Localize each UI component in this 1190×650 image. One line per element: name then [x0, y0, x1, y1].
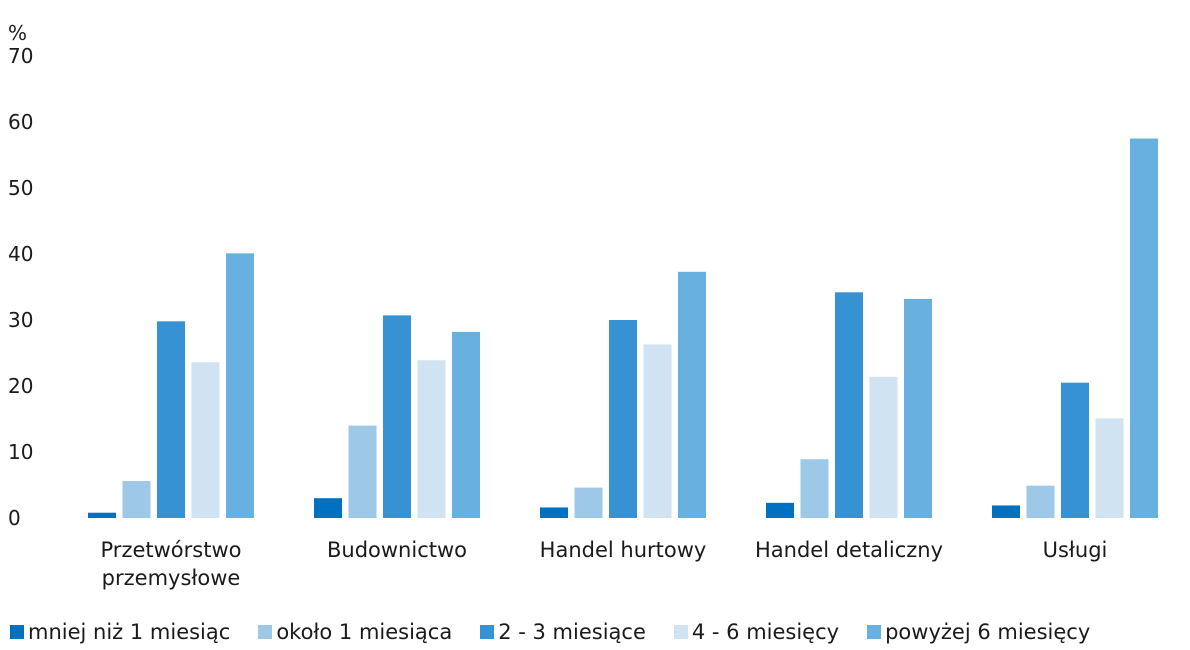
legend-label: około 1 miesiąca [276, 620, 453, 644]
bar [609, 320, 637, 518]
legend-swatch [258, 625, 273, 639]
legend-label: mniej niż 1 miesiąc [28, 620, 231, 644]
category-label: Przetwórstwo [101, 538, 242, 562]
category-label: Usługi [1043, 538, 1108, 562]
legend-swatch [867, 625, 882, 639]
bar [452, 331, 480, 518]
bar [1095, 418, 1124, 518]
legend-item: 2 - 3 miesiące [480, 620, 646, 644]
legend-swatch [673, 625, 688, 639]
bar [800, 459, 829, 518]
bar [314, 498, 342, 518]
bar [904, 298, 932, 518]
legend-label: 2 - 3 miesiące [498, 620, 646, 644]
y-tick-label: 40 [8, 242, 33, 266]
bar [88, 512, 116, 518]
bar [348, 425, 377, 518]
bar [835, 292, 863, 518]
bar [766, 502, 794, 518]
bars [88, 138, 1158, 518]
legend-item: mniej niż 1 miesiąc [10, 620, 230, 644]
bar [383, 315, 411, 518]
bar [157, 321, 185, 518]
bar [992, 505, 1020, 518]
legend: mniej niż 1 miesiąc około 1 miesiąca 2 - 3… [10, 620, 1090, 644]
y-tick-label: 60 [8, 110, 33, 134]
legend-item: 4 - 6 miesięcy [673, 620, 840, 644]
y-tick-label: 20 [8, 374, 33, 398]
y-axis-label: % [8, 21, 27, 45]
legend-item: powyżej 6 miesięcy [867, 620, 1090, 644]
bar [122, 481, 151, 518]
legend-label: 4 - 6 miesięcy [691, 620, 840, 644]
y-axis-ticks: 0 10 20 30 40 50 60 70 [8, 44, 33, 530]
legend-swatch [10, 625, 24, 639]
bar [191, 362, 220, 518]
y-tick-label: 0 [8, 506, 21, 530]
bar [678, 271, 706, 518]
legend-swatch [480, 625, 495, 639]
bar [869, 376, 898, 518]
category-labels: Przetwórstwo przemysłowe Budownictwo Handel… [101, 538, 1108, 590]
legend-label: powyżej 6 miesięcy [885, 620, 1091, 644]
bar [417, 360, 446, 518]
y-tick-label: 30 [8, 308, 33, 332]
y-tick-label: 70 [8, 44, 33, 68]
bar [540, 507, 568, 518]
category-label: przemysłowe [102, 566, 241, 590]
category-label: Handel hurtowy [540, 538, 707, 562]
legend-item: około 1 miesiąca [258, 620, 452, 644]
bar [643, 344, 672, 518]
category-label: Budownictwo [327, 538, 467, 562]
y-tick-label: 50 [8, 176, 33, 200]
bar [574, 487, 603, 518]
category-label: Handel detaliczny [755, 538, 943, 562]
bar [1061, 382, 1089, 518]
bar [1026, 485, 1055, 518]
chart: % 0 10 20 30 40 50 60 70 Przetwórstwo przemysłow… [8, 21, 1158, 590]
bar [1130, 138, 1158, 518]
bar [226, 253, 254, 518]
y-tick-label: 10 [8, 440, 33, 464]
